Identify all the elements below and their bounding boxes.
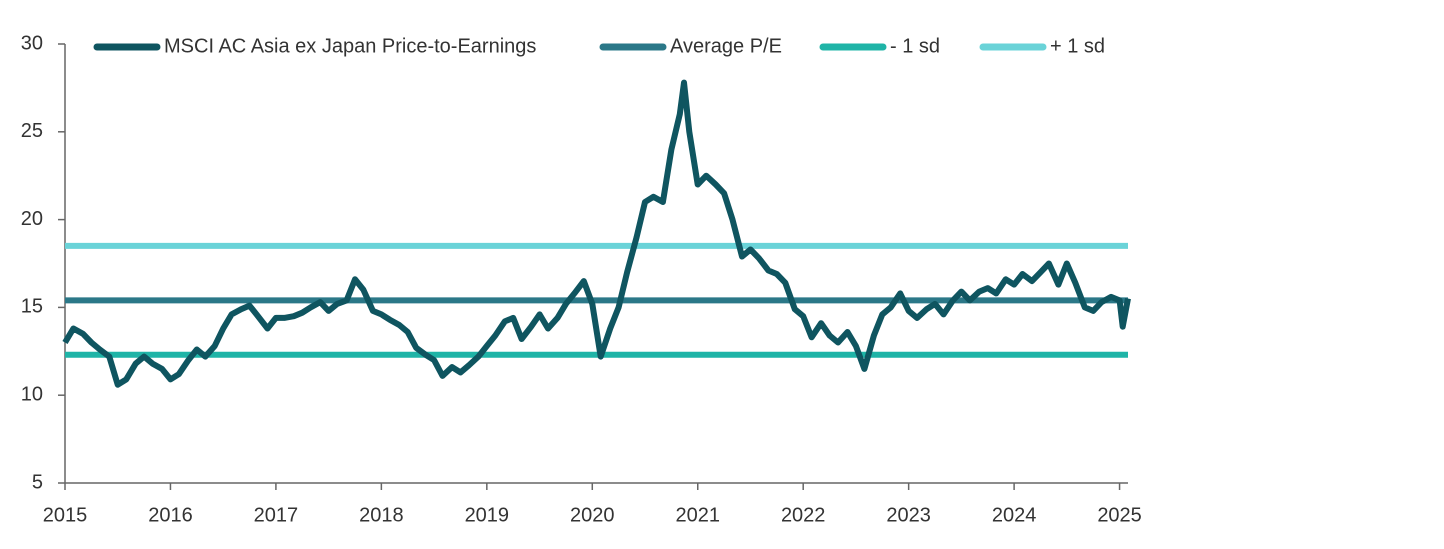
y-tick-label: 10 <box>21 383 43 405</box>
y-tick-label: 15 <box>21 296 43 318</box>
series-line <box>62 79 1131 388</box>
y-tick-label: 30 <box>21 32 43 54</box>
x-tick-label: 2018 <box>359 504 404 526</box>
x-tick-label: 2017 <box>254 504 299 526</box>
x-tick-label: 2022 <box>781 504 826 526</box>
y-tick-label: 25 <box>21 120 43 142</box>
x-tick-label: 2021 <box>675 504 720 526</box>
y-tick-label: 5 <box>32 471 43 493</box>
x-tick-label: 2016 <box>148 504 193 526</box>
legend-label: - 1 sd <box>890 35 940 57</box>
x-tick-label: 2025 <box>1097 504 1142 526</box>
x-tick-label: 2020 <box>570 504 615 526</box>
x-tick-label: 2019 <box>465 504 510 526</box>
legend-label: MSCI AC Asia ex Japan Price-to-Earnings <box>164 35 536 57</box>
x-tick-label: 2024 <box>992 504 1037 526</box>
x-tick-label: 2015 <box>43 504 88 526</box>
legend-label: Average P/E <box>670 35 782 57</box>
x-tick-label: 2023 <box>886 504 931 526</box>
y-tick-label: 20 <box>21 208 43 230</box>
legend-label: + 1 sd <box>1050 35 1105 57</box>
